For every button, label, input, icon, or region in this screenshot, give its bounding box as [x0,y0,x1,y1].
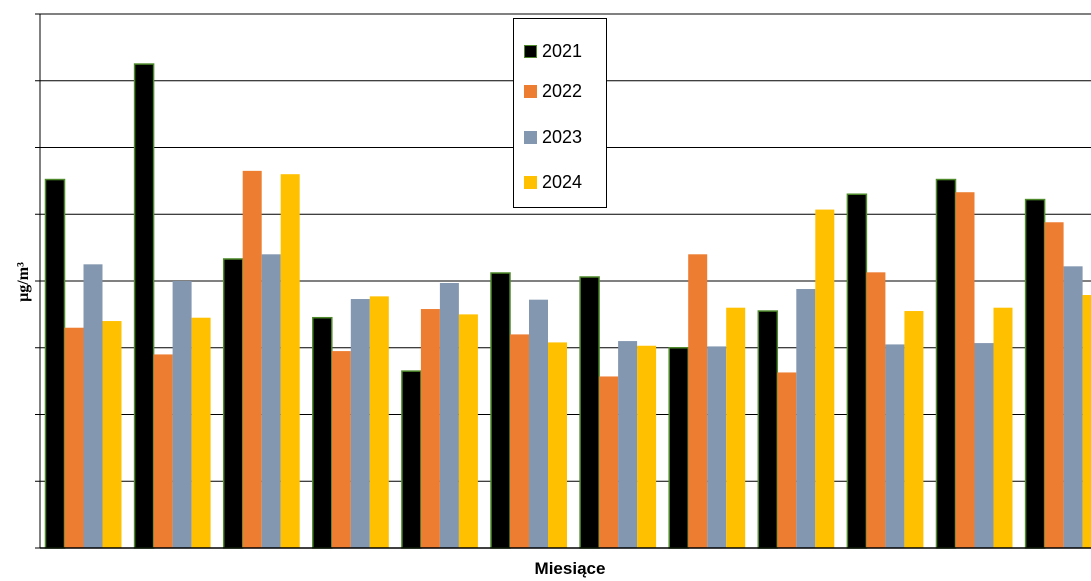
x-axis-label: Miesiące [534,559,606,578]
bar-2022-6 [510,334,529,548]
bar-2023-1 [83,264,103,548]
bar-2023-11 [974,343,994,548]
legend-swatch-2024 [524,175,537,189]
legend-item-2022: 2022 [524,79,582,103]
bar-2021-1 [44,178,66,549]
bar-2021-9 [757,310,779,549]
bar-2022-7 [599,376,619,548]
bar-2021-11 [935,178,957,549]
bar-2021-12 [1024,198,1046,549]
bar-2024-6 [548,342,567,548]
bar-2021-2 [133,63,155,549]
bar-2021-5 [401,370,422,549]
bar-2022-11 [955,192,975,548]
bar-2023-4 [350,299,370,548]
bar-2022-9 [777,372,797,548]
bar-2023-6 [529,299,548,548]
bar-2024-3 [280,174,300,548]
bar-2022-4 [331,351,351,548]
bar-2021-7 [579,276,600,549]
bar-2024-10 [904,311,924,548]
bar-2023-2 [172,281,192,548]
bar-2021-8 [668,347,689,549]
legend-swatch-2021 [524,44,537,58]
legend-label-2023: 2023 [542,126,583,147]
bar-2024-8 [726,307,746,548]
bar-2022-3 [242,170,262,549]
bar-2024-2 [191,317,211,548]
bar-2023-5 [439,283,459,548]
bar-2023-7 [618,341,638,548]
bar-2024-12 [1082,295,1091,548]
bar-2022-2 [153,354,173,548]
bar-2023-8 [707,346,727,548]
bar-2024-5 [458,314,478,548]
bar-2022-12 [1044,222,1064,548]
legend-label-2021: 2021 [542,40,583,61]
bar-2024-4 [369,296,389,548]
bar-2024-9 [815,209,835,548]
bar-2021-4 [312,316,333,549]
bar-2023-10 [885,344,905,548]
bar-2023-9 [796,289,816,548]
legend: 2021 2022 2023 2024 [513,18,607,208]
bar-2021-6 [490,272,511,549]
y-axis-label: µg/m³ [15,262,32,302]
legend-label-2024: 2024 [542,171,583,192]
legend-item-2024: 2024 [524,170,582,194]
bar-2022-10 [866,272,886,548]
legend-item-2023: 2023 [524,125,582,149]
bar-2024-7 [637,345,657,548]
legend-item-2021: 2021 [524,39,582,63]
bar-2024-1 [102,321,122,548]
bar-2022-8 [688,254,708,549]
bar-2022-1 [64,327,84,548]
bar-2024-11 [993,307,1013,548]
bar-2023-3 [261,254,281,549]
legend-swatch-2023 [524,130,537,144]
legend-swatch-2022 [524,84,537,98]
bar-2021-10 [846,193,868,549]
bar-2021-3 [222,258,244,549]
bar-2022-5 [420,309,440,548]
bar-2023-12 [1063,266,1083,548]
legend-label-2022: 2022 [542,80,583,101]
